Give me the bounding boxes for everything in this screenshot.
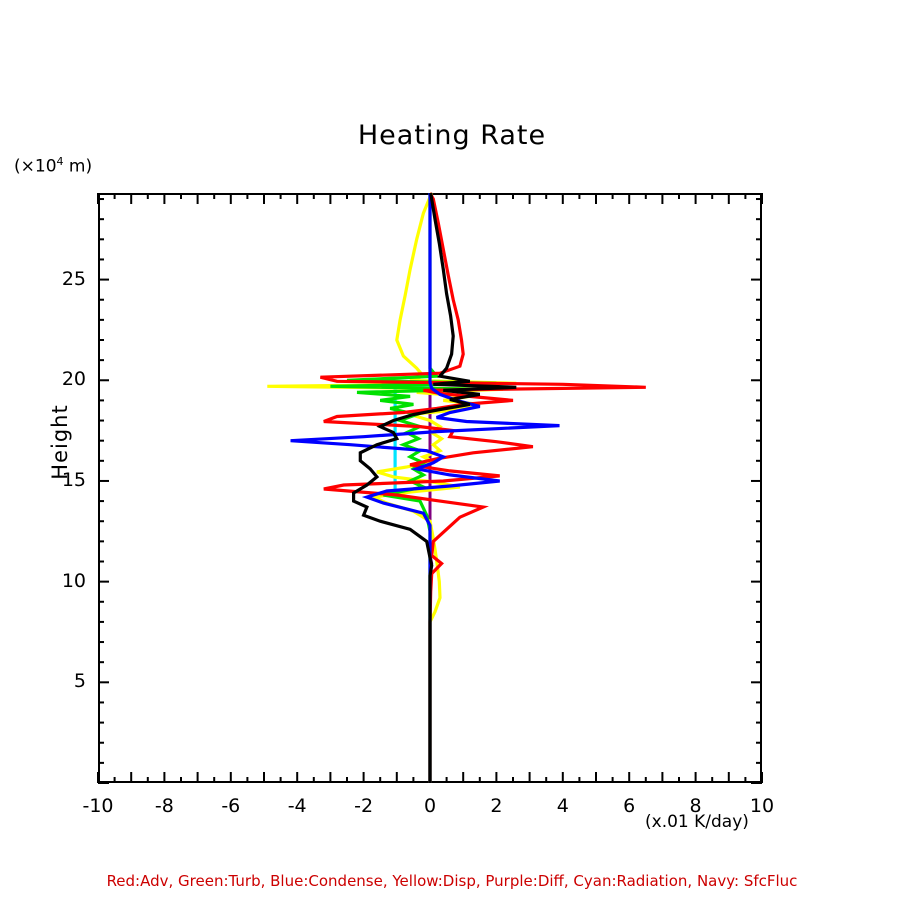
x-tick-label: 8 [689, 795, 702, 817]
x-tick-label: 2 [490, 795, 503, 817]
y-axis-label: Height [48, 404, 72, 480]
y-tick-label: 20 [61, 368, 86, 391]
y-axis-unit-label: (×104 m) [14, 155, 93, 177]
x-tick-label: 0 [423, 795, 437, 817]
plot-area [98, 193, 762, 783]
x-tick-label: -2 [354, 795, 374, 817]
x-tick-label: -8 [154, 795, 174, 817]
x-tick-label: 10 [749, 795, 775, 817]
chart-title: Heating Rate [357, 120, 547, 151]
legend: Red:Adv, Green:Turb, Blue:Condense, Yell… [106, 872, 798, 890]
x-tick-label: -10 [82, 795, 114, 817]
x-axis-unit-label: (x.01 K/day) [645, 812, 749, 832]
x-tick-label: 6 [623, 795, 636, 817]
y-tick-label: 10 [61, 569, 86, 592]
x-tick-label: -6 [221, 795, 241, 817]
y-tick-label: 25 [61, 267, 86, 290]
y-tick-label: 15 [61, 468, 86, 491]
x-tick-label: 4 [556, 795, 569, 817]
x-tick-label: -4 [287, 795, 307, 817]
y-tick-label: 5 [73, 670, 86, 693]
